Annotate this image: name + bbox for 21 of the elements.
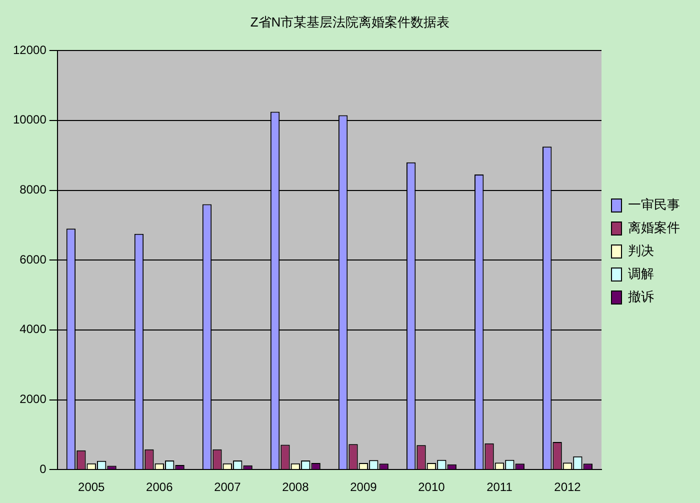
legend-label: 调解 (628, 266, 654, 282)
legend-label: 撤诉 (628, 289, 654, 304)
y-tick-label: 4000 (20, 322, 47, 336)
y-tick-label: 12000 (12, 42, 47, 57)
y-tick-label: 2000 (20, 392, 47, 406)
x-tick-label: 2007 (214, 480, 242, 494)
x-tick-label: 2011 (486, 480, 513, 494)
y-tick-label: 10000 (12, 112, 47, 127)
x-tick-label: 2009 (350, 480, 378, 494)
legend-label: 判决 (628, 243, 654, 258)
legend-label: 离婚案件 (628, 220, 680, 236)
legend-label: 一审民事 (628, 197, 680, 212)
x-tick-label: 2010 (418, 480, 446, 494)
x-tick-label: 2006 (146, 480, 174, 494)
x-tick-label: 2005 (78, 480, 106, 494)
x-tick-label: 2008 (282, 480, 310, 494)
y-tick-label: 8000 (20, 182, 47, 197)
chart-title: Z省N市某基层法院离婚案件数据表 (250, 14, 450, 30)
y-tick-label: 0 (40, 462, 47, 476)
y-tick-label: 6000 (20, 252, 47, 266)
x-tick-label: 2012 (554, 480, 582, 494)
